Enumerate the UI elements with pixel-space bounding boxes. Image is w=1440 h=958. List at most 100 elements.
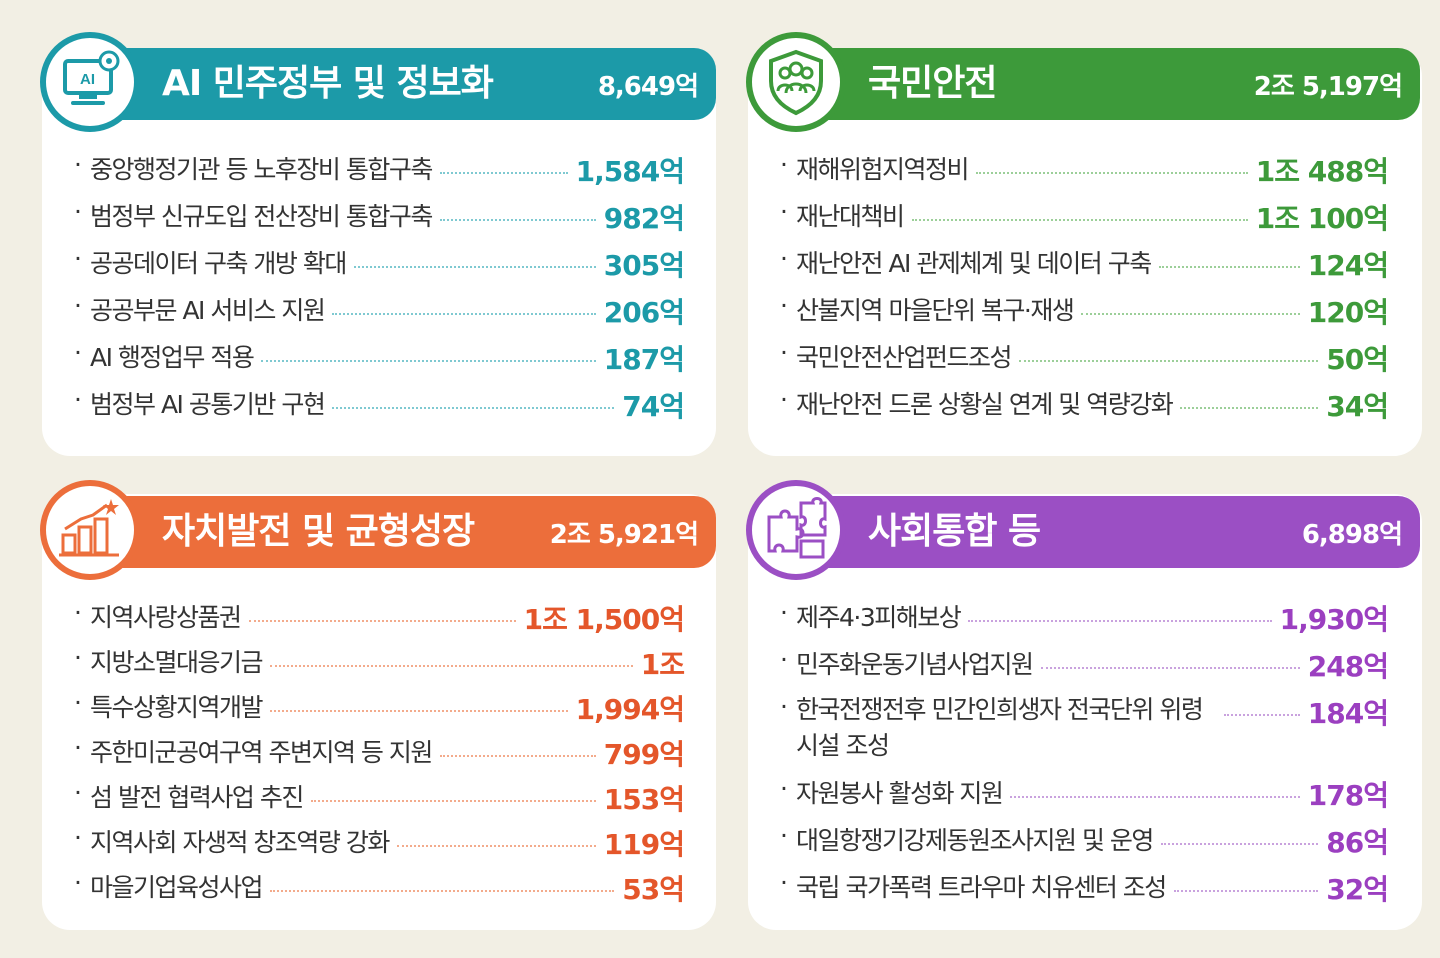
dotted-leader (248, 598, 516, 622)
item-amount: 120억 (1307, 296, 1389, 329)
item-name: 국민안전산업펀드조성 (796, 343, 1013, 372)
item-amount: 178억 (1307, 779, 1389, 812)
list-item: · 범정부 AI 공통기반 구현 74억 (74, 385, 685, 432)
list-item: · 국민안전산업펀드조성 50억 (780, 338, 1389, 385)
item-list: · 재해위험지역정비 1조 488억 · 재난대책비 1조 100억 · 재난안전 AI … (780, 150, 1389, 432)
section-title: AI 민주정부 및 정보화 (162, 63, 494, 104)
item-amount: 305억 (603, 249, 685, 282)
dotted-leader (332, 291, 596, 315)
bullet: · (74, 385, 82, 414)
bullet: · (74, 643, 82, 672)
item-list: · 제주4·3피해보상 1,930억 · 민주화운동기념사업지원 248억 · 한국전쟁전… (780, 598, 1389, 915)
item-list: · 중앙행정기관 등 노후장비 통합구축 1,584억 · 범정부 신규도입 전산장비… (74, 150, 685, 432)
item-amount: 206억 (603, 296, 685, 329)
ai-monitor-icon: AI (40, 32, 140, 132)
item-amount: 1조 488억 (1255, 155, 1389, 188)
dotted-leader (911, 197, 1248, 221)
item-name: 지역사랑상품권 (90, 603, 242, 632)
dotted-leader (1173, 868, 1319, 892)
list-item: · 마을기업육성사업 53억 (74, 868, 685, 913)
list-item: · 중앙행정기관 등 노후장비 통합구축 1,584억 (74, 150, 685, 197)
item-amount: 50억 (1326, 343, 1389, 376)
item-name: 제주4·3피해보상 (796, 603, 962, 632)
bullet: · (74, 338, 82, 367)
list-item: · 자원봉사 활성화 지원 178억 (780, 774, 1389, 821)
bullet: · (780, 645, 788, 674)
dotted-leader (353, 244, 596, 268)
bullet: · (780, 338, 788, 367)
list-item: · 한국전쟁전후 민간인희생자 전국단위 위령시설 조성 184억 (780, 692, 1389, 774)
item-name: 국립 국가폭력 트라우마 치유센터 조성 (796, 873, 1167, 902)
dotted-leader (439, 733, 596, 757)
bullet: · (74, 688, 82, 717)
section-header-autonomy: 자치발전 및 균형성장 2조 5,921억 (44, 496, 716, 568)
list-item: · 국립 국가폭력 트라우마 치유센터 조성 32억 (780, 868, 1389, 915)
dotted-leader (968, 598, 1272, 622)
section-title: 국민안전 (868, 63, 997, 104)
dotted-leader (270, 868, 615, 892)
bullet: · (74, 868, 82, 897)
item-name: 대일항쟁기강제동원조사지원 및 운영 (796, 826, 1154, 855)
item-list: · 지역사랑상품권 1조 1,500억 · 지방소멸대응기금 1조 · 특수상황지역개발 1… (74, 598, 685, 913)
bullet: · (780, 598, 788, 627)
item-amount: 1조 1,500억 (523, 603, 685, 636)
list-item: · 재난대책비 1조 100억 (780, 197, 1389, 244)
item-amount: 32억 (1326, 873, 1389, 906)
item-name: AI 행정업무 적용 (90, 343, 255, 372)
puzzle-icon (746, 480, 846, 580)
list-item: · 범정부 신규도입 전산장비 통합구축 982억 (74, 197, 685, 244)
bullet: · (780, 385, 788, 414)
dotted-leader (1019, 338, 1319, 362)
item-amount: 86억 (1326, 826, 1389, 859)
item-name: 주한미군공여구역 주변지역 등 지원 (90, 738, 433, 767)
list-item: · 공공부문 AI 서비스 지원 206억 (74, 291, 685, 338)
item-amount: 53억 (622, 873, 685, 906)
list-item: · 재해위험지역정비 1조 488억 (780, 150, 1389, 197)
bullet: · (780, 150, 788, 179)
list-item: · 지역사랑상품권 1조 1,500억 (74, 598, 685, 643)
list-item: · 대일항쟁기강제동원조사지원 및 운영 86억 (780, 821, 1389, 868)
bullet: · (74, 733, 82, 762)
item-amount: 1조 100억 (1255, 202, 1389, 235)
bullet: · (74, 291, 82, 320)
item-amount: 248억 (1307, 650, 1389, 683)
bullet: · (780, 244, 788, 273)
list-item: · 산불지역 마을단위 복구·재생 120억 (780, 291, 1389, 338)
people-shield-icon (746, 32, 846, 132)
item-amount: 1,584억 (575, 155, 685, 188)
bullet: · (780, 868, 788, 897)
dotted-leader (270, 688, 568, 712)
list-item: · 재난안전 AI 관제체계 및 데이터 구축 124억 (780, 244, 1389, 291)
dotted-leader (1010, 774, 1300, 798)
list-item: · 특수상황지역개발 1,994억 (74, 688, 685, 733)
list-item: · 재난안전 드론 상황실 연계 및 역량강화 34억 (780, 385, 1389, 432)
dotted-leader (1224, 692, 1300, 716)
dotted-leader (1180, 385, 1319, 409)
section-total: 2조 5,197억 (1253, 72, 1403, 102)
section-title: 자치발전 및 균형성장 (162, 511, 475, 552)
dotted-leader (1081, 291, 1300, 315)
item-amount: 1,994억 (575, 693, 685, 726)
bullet: · (780, 692, 788, 721)
list-item: · 주한미군공여구역 주변지역 등 지원 799억 (74, 733, 685, 778)
bullet: · (74, 244, 82, 273)
section-total: 6,898억 (1301, 520, 1403, 550)
bullet: · (74, 197, 82, 226)
dotted-leader (332, 385, 615, 409)
item-amount: 74억 (622, 390, 685, 423)
dotted-leader (976, 150, 1248, 174)
item-name: 재난대책비 (796, 202, 905, 231)
bullet: · (74, 778, 82, 807)
list-item: · 민주화운동기념사업지원 248억 (780, 645, 1389, 692)
item-amount: 153억 (603, 783, 685, 816)
bullet: · (780, 291, 788, 320)
item-amount: 982억 (603, 202, 685, 235)
list-item: · 섬 발전 협력사업 추진 153억 (74, 778, 685, 823)
list-item: · 지방소멸대응기금 1조 (74, 643, 685, 688)
item-name: 중앙행정기관 등 노후장비 통합구축 (90, 155, 433, 184)
item-amount: 187억 (603, 343, 685, 376)
item-amount: 184억 (1307, 697, 1389, 730)
bullet: · (780, 197, 788, 226)
item-amount: 799억 (603, 738, 685, 771)
item-name: 민주화운동기념사업지원 (796, 650, 1034, 679)
